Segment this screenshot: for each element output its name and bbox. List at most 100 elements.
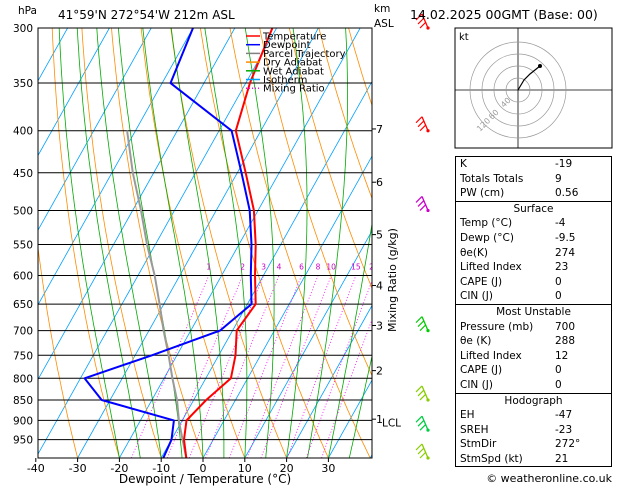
- pressure-tick-label: 800: [13, 373, 33, 385]
- indices-row: StmSpd (kt) 21: [456, 452, 611, 467]
- indices-key: StmSpd (kt): [460, 452, 523, 467]
- mixing-ratio-label: 10: [326, 263, 336, 272]
- mixing-ratio-line: [247, 276, 318, 458]
- pressure-tick-label: 500: [13, 205, 33, 217]
- pressure-tick-label: 950: [13, 435, 33, 447]
- dewpoint-line: [85, 28, 252, 458]
- km-tick-label: 6: [376, 176, 383, 189]
- mixing-ratio-label: 3: [261, 263, 266, 272]
- indices-key: EH: [460, 408, 475, 423]
- indices-value: 21: [555, 452, 607, 467]
- mixing-ratio-label: 15: [351, 263, 361, 272]
- indices-key: Dewp (°C): [460, 231, 514, 246]
- wind-barb-flag: [416, 317, 422, 323]
- pressure-tick-label: 400: [13, 126, 33, 138]
- x-tick-label: -40: [27, 462, 45, 475]
- indices-value: 9: [555, 172, 607, 187]
- isotherm-line: [0, 28, 235, 458]
- pressure-tick-label: 600: [13, 271, 33, 283]
- wind-barb-base: [426, 209, 429, 212]
- pressure-tick-label: 350: [13, 78, 33, 90]
- pressure-unit-label: hPa: [18, 5, 37, 17]
- wind-barb-flag: [418, 420, 424, 426]
- indices-key: θe(K): [460, 246, 488, 261]
- hodograph-point: [538, 64, 542, 68]
- wind-barb-flag: [416, 196, 422, 202]
- km-tick-label: 3: [376, 319, 383, 332]
- indices-row: θe (K) 288: [456, 334, 611, 349]
- wind-barb-flag: [420, 424, 426, 430]
- indices-value: -23: [555, 423, 607, 438]
- wind-barb-flag: [416, 386, 422, 392]
- lcl-label: LCL: [382, 417, 401, 429]
- mixing-ratio-label: 1: [206, 263, 211, 272]
- indices-value: 700: [555, 320, 607, 335]
- wind-barb-flag: [420, 452, 426, 458]
- indices-row: Lifted Index 23: [456, 260, 611, 275]
- wind-barb-base: [426, 429, 429, 432]
- indices-value: 272°: [555, 437, 607, 452]
- indices-value: 0.56: [555, 186, 607, 201]
- indices-key: Lifted Index: [460, 260, 522, 275]
- km-tick-label: 2: [376, 365, 383, 378]
- wind-barb-flag: [416, 117, 422, 123]
- indices-value: 274: [555, 246, 607, 261]
- wind-barb-flag: [420, 394, 426, 400]
- pressure-tick-label: 650: [13, 299, 33, 311]
- indices-value: -19: [555, 157, 607, 172]
- pressure-tick-label: 900: [13, 415, 33, 427]
- isotherm-line: [0, 28, 68, 458]
- indices-value: 288: [555, 334, 607, 349]
- indices-row: CIN (J) 0: [456, 289, 611, 304]
- indices-key: Totals Totals: [460, 172, 523, 187]
- indices-value: -9.5: [555, 231, 607, 246]
- indices-row: Dewp (°C) -9.5: [456, 231, 611, 246]
- indices-key: StmDir: [460, 437, 496, 452]
- km-label: km: [374, 3, 390, 15]
- mixing-ratio-label: 8: [316, 263, 321, 272]
- indices-row: θe(K) 274: [456, 246, 611, 261]
- wind-barb-base: [426, 456, 429, 459]
- pressure-tick-label: 300: [13, 23, 33, 35]
- indices-key: Pressure (mb): [460, 320, 533, 335]
- indices-key: CAPE (J): [460, 363, 502, 378]
- indices-key: CAPE (J): [460, 275, 502, 290]
- pressure-tick-label: 750: [13, 350, 33, 362]
- indices-row: CAPE (J)0: [456, 275, 611, 290]
- wind-barb-flag: [420, 204, 426, 210]
- wind-barb-flag: [420, 125, 426, 131]
- x-tick-label: -30: [69, 462, 87, 475]
- hodograph-unit-label: kt: [459, 32, 469, 43]
- indices-value: 12: [555, 349, 607, 364]
- wind-barb-flag: [418, 121, 424, 127]
- pressure-tick-label: 450: [13, 168, 33, 180]
- indices-key: CIN (J): [460, 289, 493, 304]
- km-tick-label: 5: [376, 229, 383, 242]
- indices-key: θe (K): [460, 334, 491, 349]
- indices-key: CIN (J): [460, 378, 493, 393]
- indices-value: 0: [555, 289, 607, 304]
- legend-label: Mixing Ratio: [263, 84, 325, 95]
- x-tick-label: 30: [321, 462, 335, 475]
- pressure-tick-label: 700: [13, 326, 33, 338]
- wind-barb-flag: [420, 22, 426, 28]
- mixing-ratio-label: 20: [369, 263, 379, 272]
- mixing-ratio-label: 6: [299, 263, 304, 272]
- mixing-ratio-label: 2: [240, 263, 245, 272]
- indices-row: CIN (J)0: [456, 378, 611, 393]
- km-tick-label: 4: [376, 280, 383, 293]
- indices-key: PW (cm): [460, 186, 504, 201]
- wind-barbs: [416, 14, 430, 460]
- indices-value: 23: [555, 260, 607, 275]
- indices-key: K: [460, 157, 467, 172]
- mixing-ratio-line: [167, 276, 243, 458]
- indices-row: StmDir 272°: [456, 437, 611, 452]
- indices-section: K -19 Totals Totals 9 PW (cm) 0.56: [456, 157, 611, 201]
- wind-barb-flag: [416, 416, 422, 422]
